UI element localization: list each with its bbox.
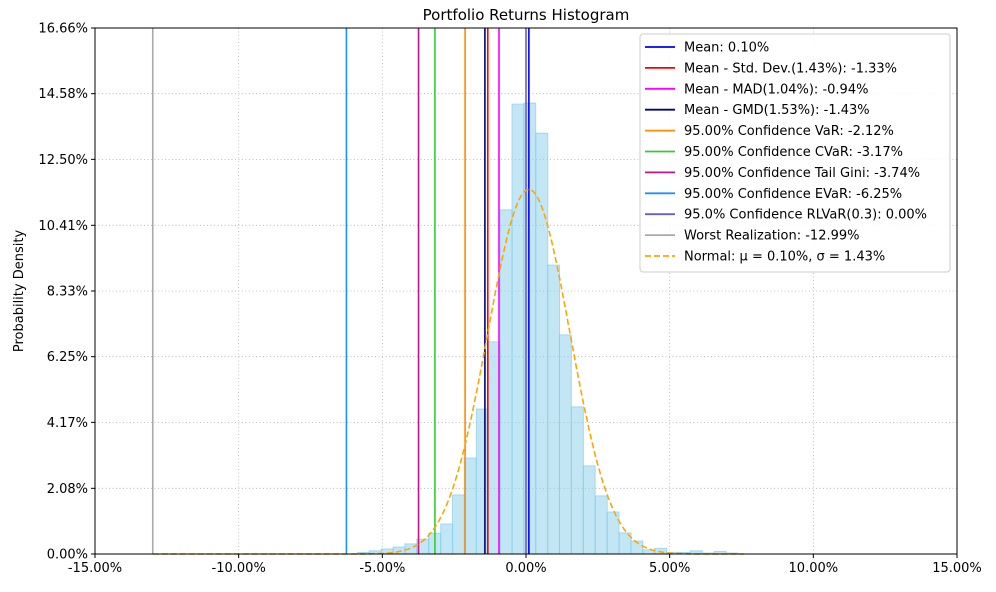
legend-label: 95.00% Confidence EVaR: -6.25% <box>684 187 902 202</box>
histogram-bar <box>475 408 489 555</box>
x-tick-label: -10.00% <box>212 561 266 576</box>
y-tick-label: 12.50% <box>38 153 88 168</box>
risk-lines <box>151 28 530 554</box>
y-tick-label: 10.41% <box>38 219 88 234</box>
x-tick-label: 5.00% <box>649 561 690 576</box>
legend-label: Mean - MAD(1.04%): -0.94% <box>684 82 868 97</box>
legend-label: Mean: 0.10% <box>684 41 769 56</box>
histogram-bar <box>392 546 406 555</box>
y-tick-label: 8.33% <box>47 285 88 300</box>
histogram-bar <box>535 132 549 555</box>
legend-label: 95.00% Confidence Tail Gini: -3.74% <box>684 166 920 181</box>
histogram-bars <box>356 102 739 555</box>
y-axis: 0.00% 2.08% 4.17% 6.25% 8.33% 10.41% 12.50% 14.… <box>38 22 95 563</box>
histogram-bar <box>570 406 584 555</box>
legend-label: 95.00% Confidence VaR: -2.12% <box>684 124 894 139</box>
histogram-bar <box>452 494 465 555</box>
histogram-bar <box>582 465 596 555</box>
histogram-bar <box>594 495 608 555</box>
x-tick-label: 0.00% <box>505 561 546 576</box>
histogram-bar <box>547 264 561 555</box>
y-tick-label: 6.25% <box>47 350 88 365</box>
normal-curve <box>152 188 744 555</box>
legend-label: 95.00% Confidence CVaR: -3.17% <box>684 145 903 160</box>
legend-label: Mean - Std. Dev.(1.43%): -1.33% <box>684 61 897 76</box>
legend: Mean: 0.10% Mean - Std. Dev.(1.43%): -1.3… <box>639 33 951 273</box>
y-tick-label: 16.66% <box>38 22 88 37</box>
y-axis-label: Probability Density <box>12 230 27 353</box>
x-tick-label: -15.00% <box>68 561 122 576</box>
chart-title: Portfolio Returns Histogram <box>423 6 630 24</box>
x-tick-label: 15.00% <box>932 561 982 576</box>
y-tick-label: 14.58% <box>38 87 88 102</box>
legend-label: Mean - GMD(1.53%): -1.43% <box>684 103 870 118</box>
histogram-bar <box>463 457 477 555</box>
histogram-bar <box>499 209 513 555</box>
histogram-bar <box>606 511 620 555</box>
x-tick-label: 10.00% <box>789 561 839 576</box>
legend-label: 95.0% Confidence RLVaR(0.3): 0.00% <box>684 208 927 223</box>
x-tick-label: -5.00% <box>359 561 405 576</box>
legend-box <box>639 33 951 273</box>
legend-label: Normal: μ = 0.10%, σ = 1.43% <box>684 250 885 265</box>
x-axis: -15.00% -10.00% -5.00% 0.00% 5.00% 10.00% 15.0… <box>68 554 982 576</box>
y-tick-label: 0.00% <box>47 548 88 563</box>
histogram-bar <box>558 334 572 555</box>
legend-label: Worst Realization: -12.99% <box>684 229 860 244</box>
y-tick-label: 2.08% <box>47 482 88 497</box>
y-tick-label: 4.17% <box>47 416 88 431</box>
histogram-bar <box>511 103 525 555</box>
histogram-bar <box>440 523 454 555</box>
